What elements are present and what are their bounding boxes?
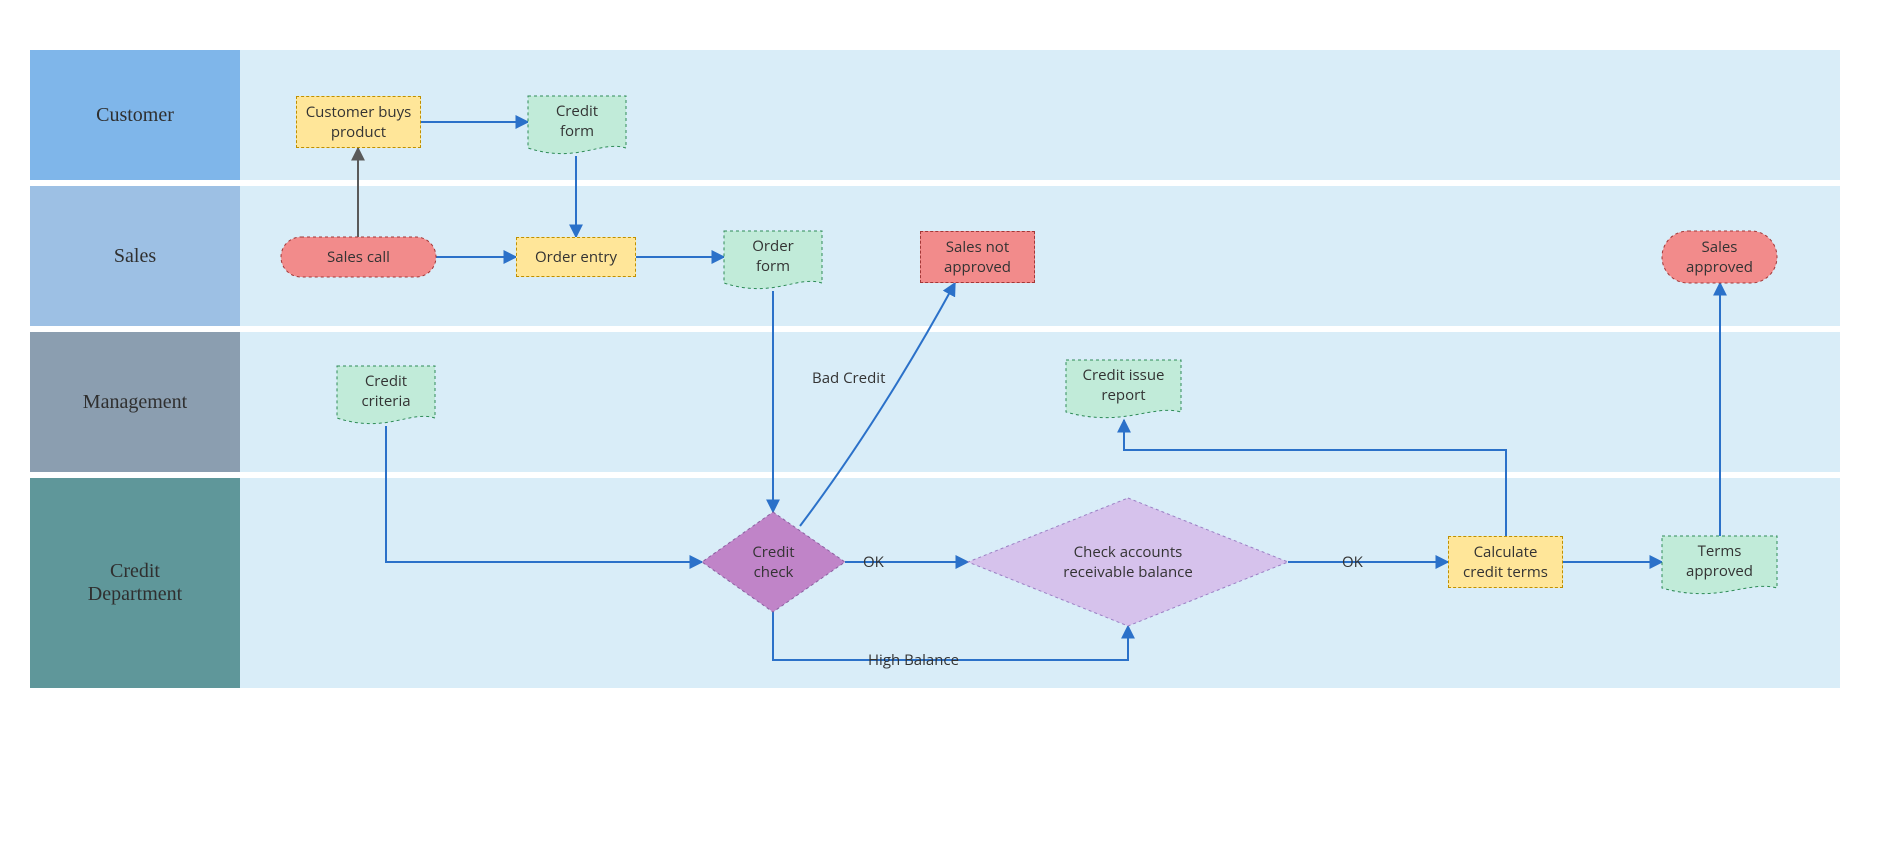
lane-label-management: Management (30, 332, 240, 472)
node-oform-label: Order form (724, 231, 822, 281)
edge-label-badcredit: Bad Credit (812, 368, 885, 388)
lane-label-sales: Sales (30, 186, 240, 326)
node-calc: Calculate credit terms (1448, 536, 1563, 588)
edge-label-ok1: OK (863, 552, 884, 572)
lane-label-credit: Credit Department (30, 478, 240, 688)
node-terms-label: Terms approved (1662, 536, 1777, 586)
node-ccheck-label: Credit check (702, 512, 845, 612)
swimlane-canvas: Customer Sales Management Credit Departm… (0, 0, 1902, 850)
node-scall-label: Sales call (281, 237, 436, 277)
edge-label-highbalance: High Balance (868, 650, 959, 670)
lane-body-customer (240, 50, 1840, 180)
node-criteria-label: Credit criteria (337, 366, 435, 416)
lane-label-customer: Customer (30, 50, 240, 180)
node-oentry: Order entry (516, 237, 636, 277)
lane-body-sales (240, 186, 1840, 326)
node-cform-label: Credit form (528, 96, 626, 146)
edge-label-ok2: OK (1342, 552, 1363, 572)
node-buys: Customer buys product (296, 96, 421, 148)
node-snotapp: Sales not approved (920, 231, 1035, 283)
node-sapp-label: Sales approved (1662, 231, 1777, 283)
node-balance-label: Check accounts receivable balance (968, 498, 1288, 626)
node-issue-label: Credit issue report (1066, 360, 1181, 410)
lane-body-management (240, 332, 1840, 472)
